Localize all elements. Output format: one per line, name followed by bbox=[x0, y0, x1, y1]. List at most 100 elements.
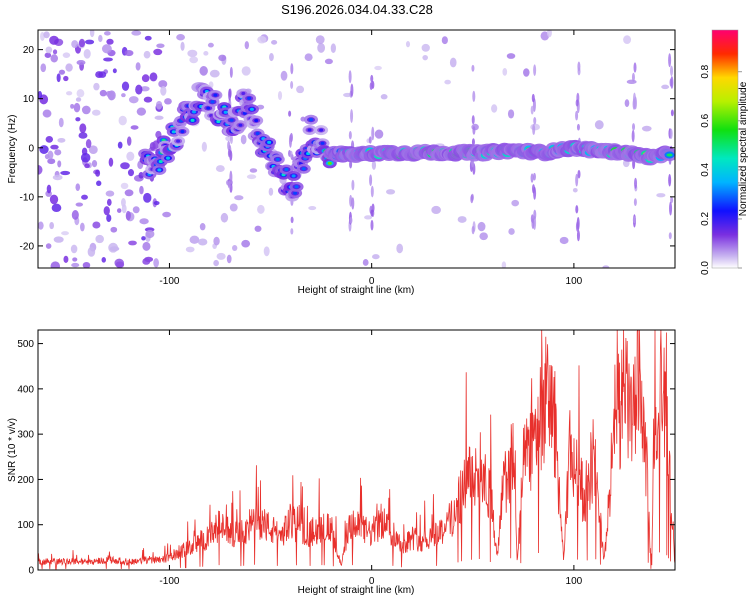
spectrogram-noise-cell bbox=[103, 31, 111, 36]
colorbar-ticks: 0.0 0.2 0.4 0.6 0.8 bbox=[700, 64, 742, 275]
spectrogram-noise-cell bbox=[63, 255, 69, 264]
spectrogram-noise-cell bbox=[136, 107, 147, 116]
spectrogram-noise-cell bbox=[75, 183, 81, 192]
spectrogram-noise-cell bbox=[364, 215, 373, 220]
spectrogram-streak-cell bbox=[471, 138, 475, 146]
spectrogram-streak-cell bbox=[227, 140, 231, 151]
spectrogram-noise-cell bbox=[444, 79, 451, 85]
spectrogram-noise-cell bbox=[176, 33, 185, 41]
spectrogram-streak-cell bbox=[288, 110, 292, 117]
spectrogram-ridge-core bbox=[666, 153, 673, 157]
spectrogram-noise-cell bbox=[78, 38, 86, 48]
spectrogram-noise-cell bbox=[396, 243, 404, 254]
spectrogram-noise-cell bbox=[71, 209, 79, 220]
spectrogram-noise-cell bbox=[127, 169, 135, 177]
spectrogram-noise-cell bbox=[232, 244, 238, 252]
spectrogram-noise-cell bbox=[75, 117, 81, 122]
spectrogram-noise-cell bbox=[457, 216, 467, 223]
spectrogram-streak-cell bbox=[533, 116, 537, 125]
spectrogram-noise-cell bbox=[269, 53, 274, 62]
spectrogram-streak-cell bbox=[370, 185, 374, 198]
spectrogram-noise-cell bbox=[477, 221, 486, 232]
spectrogram-noise-cell bbox=[71, 40, 79, 49]
spectrogram-noise-cell bbox=[308, 206, 317, 211]
spectrogram-streak-cell bbox=[530, 173, 534, 183]
spectrogram-noise-cell bbox=[53, 236, 64, 243]
spectrogram-noise-cell bbox=[624, 99, 630, 108]
colorbar-tick-label: 0.8 bbox=[700, 64, 711, 78]
spectrogram-streak-cell bbox=[576, 123, 580, 131]
spectrogram-noise-cell bbox=[324, 58, 333, 65]
spectrogram-ridge-core bbox=[254, 118, 259, 123]
spectrogram-noise-cell bbox=[153, 48, 163, 56]
spectrogram-streak-cell bbox=[531, 93, 535, 103]
spectrogram-noise-cell bbox=[76, 89, 85, 98]
spectrogram-ridge-core bbox=[241, 91, 246, 96]
spectrogram-noise-cell bbox=[124, 189, 134, 197]
spectrogram-noise-cell bbox=[155, 100, 163, 110]
colorbar-tick-label: 0.4 bbox=[700, 162, 711, 176]
spectrogram-noise-cell bbox=[257, 204, 265, 214]
spectrogram-noise-cell bbox=[135, 62, 141, 71]
spectrogram-noise-cell bbox=[47, 150, 54, 160]
colorbar-tick-label: 0.6 bbox=[700, 113, 711, 127]
spectrogram-noise-cell bbox=[98, 34, 103, 43]
spectrogram-noise-cell bbox=[96, 180, 102, 187]
spectrogram-noise-cell bbox=[105, 190, 115, 197]
spectrogram-noise-cell bbox=[559, 236, 569, 245]
spectrogram-xlabel: Height of straight line (km) bbox=[298, 285, 415, 296]
spectrogram-noise-cell bbox=[120, 182, 129, 190]
spectrogram-noise-cell bbox=[154, 115, 164, 120]
spectrogram-noise-cell bbox=[594, 120, 604, 130]
spectrogram-noise-cell bbox=[45, 136, 54, 143]
spectrogram-noise-cell bbox=[65, 63, 73, 72]
spectrogram-ridge-core bbox=[275, 157, 280, 162]
snr-ticks: -100 0 100 0 100 200 300 400 500 bbox=[17, 330, 675, 587]
spectrogram-noise-cell bbox=[47, 158, 56, 165]
spectrogram-ytick-label: -10 bbox=[20, 192, 35, 203]
spectrogram-noise-cell bbox=[602, 265, 610, 268]
snr-ytick-label: 200 bbox=[17, 475, 34, 486]
spectrogram-noise-cell bbox=[75, 97, 82, 102]
spectrogram-noise-cell bbox=[91, 109, 101, 116]
spectrogram-noise-cell bbox=[84, 163, 90, 169]
spectrogram-ridge-core bbox=[291, 174, 296, 178]
snr-xtick-label: 0 bbox=[369, 576, 375, 587]
spectrogram-noise-cell bbox=[207, 42, 214, 48]
spectrogram-streak-cell bbox=[632, 123, 636, 131]
spectrogram-streak-cell bbox=[472, 125, 476, 135]
colorbar-tick-label: 0.0 bbox=[700, 261, 711, 275]
spectrogram-noise-cell bbox=[99, 89, 107, 97]
spectrogram-noise-cell bbox=[508, 228, 515, 235]
spectrogram-noise-cell bbox=[371, 160, 377, 170]
spectrogram-noise-cell bbox=[143, 192, 152, 203]
spectrogram-noise-cell bbox=[229, 203, 238, 212]
spectrogram-noise-cell bbox=[130, 125, 139, 130]
spectrogram-noise-cell bbox=[91, 160, 98, 168]
spectrogram-noise-cell bbox=[52, 174, 63, 181]
spectrogram-noise-cell bbox=[56, 73, 61, 83]
spectrogram-noise-cell bbox=[70, 103, 75, 109]
spectrogram-noise-cell bbox=[422, 55, 428, 61]
spectrogram-streak-cell bbox=[632, 92, 636, 107]
spectrogram-noise-cell bbox=[162, 211, 172, 218]
spectrogram-streak-cell bbox=[350, 83, 354, 97]
spectrogram-noise-cell bbox=[112, 68, 117, 74]
spectrogram-noise-cell bbox=[263, 246, 270, 257]
snr-xlabel: Height of straight line (km) bbox=[298, 585, 415, 596]
spectrogram-noise-cell bbox=[511, 199, 520, 207]
spectrogram-streak-cell bbox=[533, 186, 537, 200]
spectrogram-noise-cell bbox=[241, 239, 251, 248]
snr-ylabel: SNR (10 * v/v) bbox=[7, 418, 18, 482]
spectrogram-ridge-core bbox=[319, 128, 324, 132]
spectrogram-noise-cell bbox=[491, 104, 498, 113]
colorbar-gradient bbox=[712, 30, 738, 268]
spectrogram-streak-cell bbox=[575, 221, 579, 232]
spectrogram-noise-cell bbox=[38, 221, 44, 230]
spectrogram-streak-cell bbox=[633, 198, 637, 206]
spectrogram-ridge-core bbox=[223, 110, 228, 114]
spectrogram-noise-cell bbox=[70, 244, 78, 254]
spectrogram-noise-cell bbox=[117, 141, 123, 149]
spectrogram-ridge-core bbox=[309, 118, 313, 122]
spectrogram-noise-cell bbox=[153, 201, 160, 206]
